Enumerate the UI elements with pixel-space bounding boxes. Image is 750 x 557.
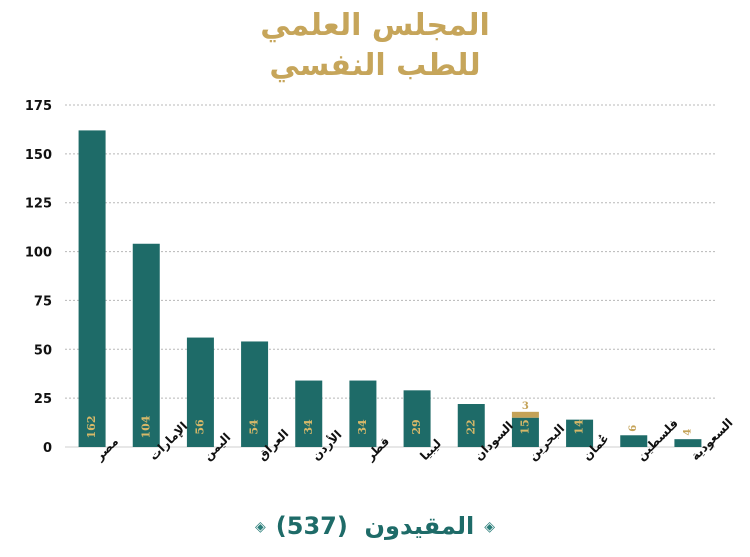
data-label: 22 (464, 419, 477, 434)
bar (241, 341, 269, 447)
y-tick-label: 125 (25, 197, 52, 212)
data-label: 162 (85, 416, 98, 439)
bar (186, 337, 214, 447)
bar (674, 439, 702, 447)
data-label: 104 (139, 415, 152, 438)
bar (457, 404, 485, 447)
footer-total: ◈ المقيدون (537) ◈ (0, 512, 750, 540)
bar (349, 380, 377, 447)
chart-title-line-1: المجلس العلمي (260, 8, 490, 43)
chart-title: المجلس العلمي للطب النفسي (0, 6, 750, 86)
y-tick-label: 75 (34, 294, 52, 309)
data-label: 29 (410, 419, 423, 434)
data-label: 14 (573, 419, 586, 435)
gridlines (65, 104, 715, 399)
chart-title-line-2: للطب النفسي (269, 48, 481, 83)
y-tick-label: 100 (25, 246, 52, 261)
bar (403, 390, 431, 447)
y-tick-label: 175 (25, 99, 52, 114)
y-tick-label: 50 (34, 343, 52, 358)
y-axis: 0 25 50 75 100 125 150 175 (25, 99, 715, 456)
data-label: 56 (193, 419, 206, 435)
bar (620, 435, 648, 447)
bar (132, 243, 160, 447)
diamond-ornament-icon: ◈ (255, 519, 266, 535)
data-label: 54 (248, 419, 261, 435)
data-label: 34 (356, 419, 369, 435)
data-label: 3 (522, 401, 529, 412)
footer-total-count: (537) (275, 512, 348, 540)
footer-label: المقيدون (364, 512, 475, 540)
data-label: 34 (302, 419, 315, 435)
bar (78, 130, 106, 448)
data-label: 6 (628, 425, 639, 432)
bar (295, 380, 323, 447)
data-label: 4 (682, 429, 693, 436)
diamond-ornament-icon: ◈ (484, 519, 495, 535)
bar (566, 419, 594, 447)
y-tick-label: 25 (34, 392, 52, 407)
data-label: 15 (518, 419, 531, 434)
y-tick-label: 150 (25, 148, 52, 163)
bar (511, 417, 539, 447)
bars: 162 104 56 54 34 34 29 22 3 15 14 6 4 (78, 130, 702, 448)
bar-top-segment (511, 411, 539, 418)
y-tick-label: 0 (43, 441, 52, 456)
